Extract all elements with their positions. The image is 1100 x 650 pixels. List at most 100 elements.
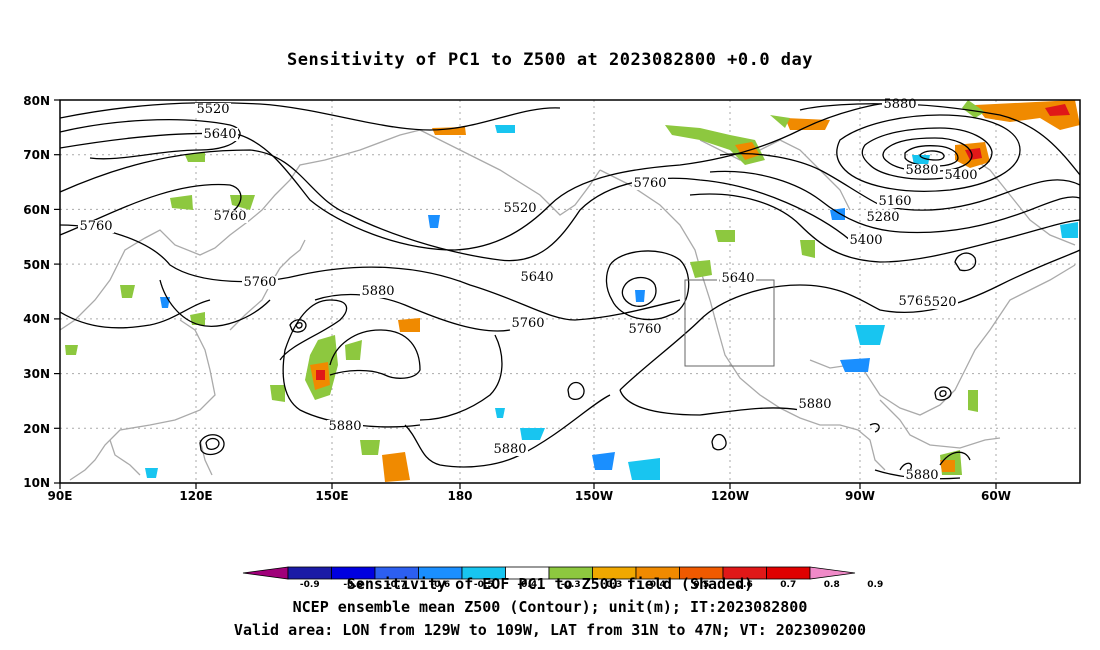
lat-label: 10N — [23, 476, 50, 490]
colorbar-label: -0.7 — [387, 580, 407, 590]
contour-labels: 5520 5640 5760 5760 5760 5760 5520 5640 5880 5760… — [78, 97, 979, 483]
contour-label: 5520 — [923, 295, 956, 310]
colorbar-label: -0.6 — [430, 580, 450, 590]
contour-label-bg — [797, 398, 833, 411]
contour-label: 5520 — [196, 102, 229, 117]
map-frame — [59, 99, 1081, 484]
longitude-labels: 90E 120E 150E 180 150W 120W 90W 60W — [48, 489, 1011, 503]
contour-label-bg — [632, 177, 668, 190]
shade-negative — [628, 458, 660, 480]
shade-positive — [360, 440, 380, 455]
colorbar-max-triangle — [809, 566, 856, 580]
shade-negative — [160, 297, 170, 308]
contour-label-bg — [360, 285, 396, 298]
lat-label: 80N — [23, 94, 50, 108]
contour-label-bg — [904, 164, 940, 177]
contour-label: 5640 — [721, 271, 754, 286]
shade-negative — [428, 215, 440, 228]
shade-negative — [145, 468, 158, 478]
lat-label: 50N — [23, 258, 50, 272]
shade-positive — [800, 240, 815, 258]
lon-label: 120E — [179, 489, 212, 503]
caption-line-1: Sensitivity of EOF PC1 to Z500 field (Sh… — [346, 575, 754, 593]
sensitivity-shading — [65, 100, 1080, 482]
shade-positive — [965, 148, 982, 160]
contour-label-bg — [202, 128, 238, 141]
contour-label: 5160 — [878, 194, 911, 209]
shade-negative — [1060, 222, 1078, 238]
graticule — [60, 100, 1080, 483]
colorbar-label: 0.5 — [693, 580, 709, 590]
ticks — [54, 99, 997, 489]
shade-positive — [170, 195, 193, 210]
lat-label: 30N — [23, 367, 50, 381]
latitude-labels: 80N 70N 60N 50N 40N 30N 20N 10N — [23, 94, 50, 490]
shade-positive — [270, 385, 285, 402]
shade-positive — [398, 318, 420, 332]
contour-label-bg — [510, 317, 546, 330]
contour-label-bg — [720, 272, 756, 285]
lon-label: 120W — [711, 489, 749, 503]
contour-label: 5880 — [328, 419, 361, 434]
contour-label-bg — [327, 420, 363, 433]
shade-negative — [592, 452, 615, 470]
lat-label: 70N — [23, 148, 50, 162]
colorbar-label: -0.8 — [343, 580, 363, 590]
contour-label: 5280 — [866, 210, 899, 225]
lon-label: 150E — [315, 489, 348, 503]
contour-label-bg — [519, 271, 555, 284]
colorbar-label: -0.9 — [300, 580, 320, 590]
shade-positive — [190, 312, 205, 325]
map-title: Sensitivity of PC1 to Z500 at 2023082800… — [286, 50, 813, 70]
shade-positive — [770, 115, 790, 128]
caption-line-3: Valid area: LON from 129W to 109W, LAT f… — [233, 621, 867, 639]
colorbar: -0.9 -0.8 -0.7 -0.6 -0.5 -0.4 -0.3 0.3 0.4 0.5 0.6… — [242, 566, 883, 590]
contour-label-bg — [922, 296, 958, 309]
contour-label: 5760 — [79, 219, 112, 234]
shade-negative — [635, 290, 645, 302]
contour-label: 5880 — [493, 442, 526, 457]
colorbar-label: 0.4 — [650, 580, 666, 590]
lat-label: 60N — [23, 203, 50, 217]
shade-positive — [968, 390, 978, 412]
contour-label-bg — [943, 169, 979, 182]
shade-negative — [830, 208, 845, 220]
shade-positive — [230, 195, 255, 210]
lon-label: 180 — [447, 489, 472, 503]
lon-label: 90W — [845, 489, 875, 503]
contour-label: 5400 — [849, 233, 882, 248]
contour-label-bg — [627, 323, 663, 336]
map-area — [60, 100, 1080, 483]
shade-positive — [120, 285, 135, 298]
contour-label: 5520 — [503, 201, 536, 216]
contour-label-bg — [904, 469, 940, 482]
shade-positive — [690, 260, 712, 278]
colorbar-label: 0.7 — [780, 580, 796, 590]
colorbar-label: -0.4 — [517, 580, 537, 590]
shade-negative — [912, 155, 930, 165]
contour-label: 5760 — [243, 275, 276, 290]
contour-label-bg — [492, 443, 528, 456]
contour-label-bg — [848, 234, 884, 247]
contour-label-bg — [242, 276, 278, 289]
contour-label: 5640 — [520, 270, 553, 285]
shade-positive — [382, 452, 410, 482]
contour-label: 5880 — [798, 397, 831, 412]
contour-label: 5760 — [511, 316, 544, 331]
shade-positive — [715, 230, 735, 242]
shade-negative — [855, 325, 885, 345]
contour-label-bg — [78, 220, 114, 233]
shade-negative — [520, 428, 545, 440]
shade-positive — [962, 100, 985, 118]
colorbar-label: 0.6 — [737, 580, 753, 590]
contour-label: 5760 — [628, 322, 661, 337]
contour-label-bg — [865, 211, 901, 224]
lon-label: 90E — [48, 489, 73, 503]
colorbar-label: 0.3 — [606, 580, 622, 590]
shade-positive — [665, 125, 765, 165]
shade-positive — [940, 460, 955, 472]
contour-label: 5880 — [361, 284, 394, 299]
contour-label: 5640 — [203, 127, 236, 142]
contour-label-bg — [212, 210, 248, 223]
